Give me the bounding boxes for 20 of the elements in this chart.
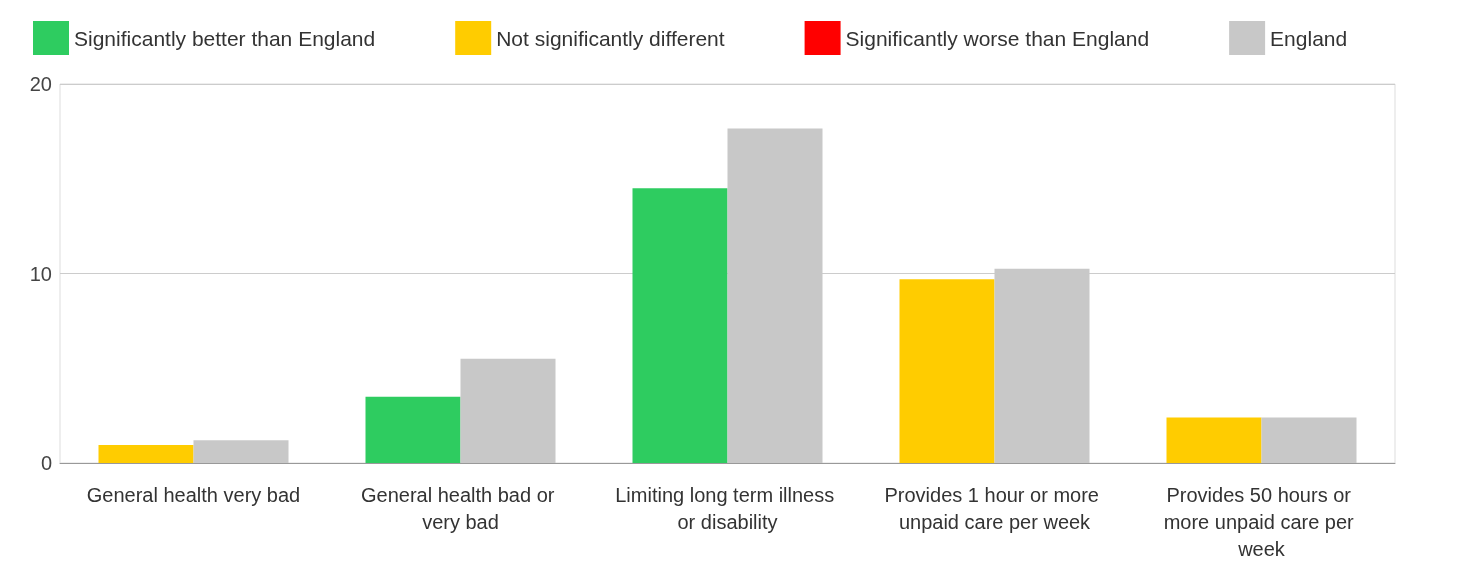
x-tick-label: General health bad or very bad [360, 483, 561, 533]
bar [98, 445, 194, 463]
bar [1261, 417, 1357, 463]
legend-label: Significantly better than England [74, 26, 376, 50]
x-tick-label: Limiting long term illness or disability [615, 483, 840, 533]
bar [899, 279, 995, 463]
bar [1166, 417, 1262, 463]
x-tick-label: Provides 1 hour or more unpaid care per week [884, 483, 1105, 533]
bar [632, 188, 728, 463]
bar [460, 358, 556, 463]
legend-label: Not significantly different [496, 26, 725, 50]
bar [193, 440, 289, 463]
x-tick-label: General health very bad [86, 483, 301, 506]
y-tick-label: 20 [29, 73, 52, 95]
legend-label: England [1270, 26, 1348, 50]
y-tick-label: 10 [29, 262, 52, 285]
x-tick-label: Provides 50 hours or more unpaid care per week [1163, 483, 1360, 560]
bar [365, 396, 461, 463]
y-tick-label: 0 [40, 452, 52, 474]
legend-label: Significantly worse than England [845, 26, 1150, 50]
